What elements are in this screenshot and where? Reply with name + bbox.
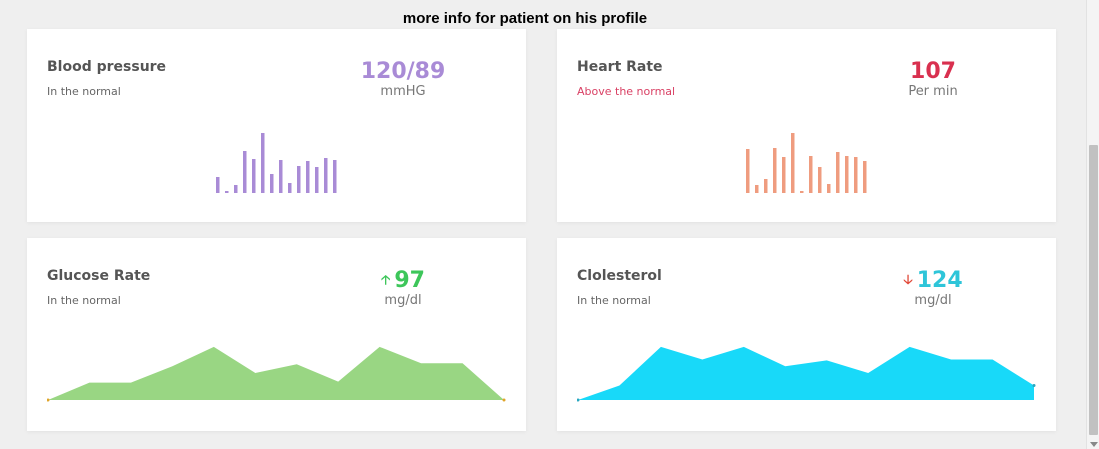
chart-bar <box>800 191 804 193</box>
card-title: Clolesterol <box>577 268 662 284</box>
card-status: In the normal <box>577 294 651 307</box>
chart-bar <box>243 151 247 193</box>
cholesterol-card: Clolesterol In the normal 🡣 124 mg/dl <box>557 238 1056 431</box>
metric-unit: Per min <box>908 84 958 99</box>
chart-bar <box>845 156 849 193</box>
chart-bar <box>863 161 867 193</box>
chart-bar <box>234 185 238 193</box>
chart-bar <box>773 148 777 193</box>
chart-bar <box>306 161 310 193</box>
blood-pressure-bar-chart <box>216 133 337 193</box>
metric: 🡡 97 mg/dl <box>338 268 468 308</box>
chart-bar <box>288 183 292 193</box>
chart-point <box>502 398 506 402</box>
chart-bar <box>324 158 328 193</box>
metric-number: 97 <box>394 268 425 293</box>
chart-bar <box>836 152 840 193</box>
chart-bar <box>297 166 301 193</box>
metric-unit: mg/dl <box>914 293 952 308</box>
chart-bar <box>252 159 256 193</box>
card-title: Blood pressure <box>47 59 167 75</box>
chart-point <box>1032 384 1036 388</box>
chart-bar <box>225 191 229 193</box>
chart-bar <box>333 160 337 193</box>
heart-rate-card: Heart Rate Above the normal 107 Per min <box>557 29 1056 222</box>
card-title: Heart Rate <box>577 59 663 75</box>
metric: 🡣 124 mg/dl <box>868 268 998 308</box>
card-title: Glucose Rate <box>47 268 151 284</box>
card-status: In the normal <box>47 85 121 98</box>
metric-value: 107 <box>910 59 956 84</box>
vertical-scrollbar[interactable] <box>1086 0 1099 449</box>
chart-bar <box>261 133 265 193</box>
chart-bar <box>746 149 750 193</box>
metric-unit: mg/dl <box>384 293 422 308</box>
metric: 120/89 mmHG <box>338 59 468 99</box>
metric-value: 🡡 97 <box>381 268 425 294</box>
chart-area <box>48 346 504 400</box>
scroll-down-icon[interactable] <box>1090 442 1098 447</box>
chart-bar <box>791 133 795 193</box>
glucose-area-chart <box>47 346 506 402</box>
metric-value: 🡣 124 <box>903 268 962 294</box>
chart-bar <box>216 177 220 193</box>
chart-bar <box>315 167 319 193</box>
chart-bar <box>818 167 822 193</box>
metric-unit: mmHG <box>380 84 426 99</box>
card-status: In the normal <box>47 294 121 307</box>
metric-number: 124 <box>916 268 963 293</box>
cholesterol-area-chart <box>577 346 1036 402</box>
blood-pressure-card: Blood pressure In the normal 120/89 mmHG <box>27 29 526 222</box>
chart-bar <box>270 174 274 193</box>
chart-bar <box>279 160 283 193</box>
chart-area <box>578 346 1034 400</box>
page-title: more info for patient on his profile <box>402 10 648 27</box>
glucose-rate-card: Glucose Rate In the normal 🡡 97 mg/dl <box>27 238 526 431</box>
chart-bar <box>809 156 813 193</box>
chart-point <box>47 398 50 402</box>
chart-point <box>577 398 580 402</box>
chart-bar <box>755 185 759 193</box>
chart-bar <box>764 179 768 193</box>
chart-bar <box>827 184 831 193</box>
chart-bar <box>782 157 786 193</box>
card-status: Above the normal <box>577 85 676 98</box>
heart-rate-bar-chart <box>746 133 867 193</box>
metric: 107 Per min <box>868 59 998 99</box>
down-arrow-icon: 🡣 <box>903 273 913 288</box>
chart-bar <box>854 157 858 193</box>
metric-value: 120/89 <box>360 59 446 84</box>
scrollbar-thumb[interactable] <box>1089 145 1098 435</box>
up-arrow-icon: 🡡 <box>381 273 391 288</box>
